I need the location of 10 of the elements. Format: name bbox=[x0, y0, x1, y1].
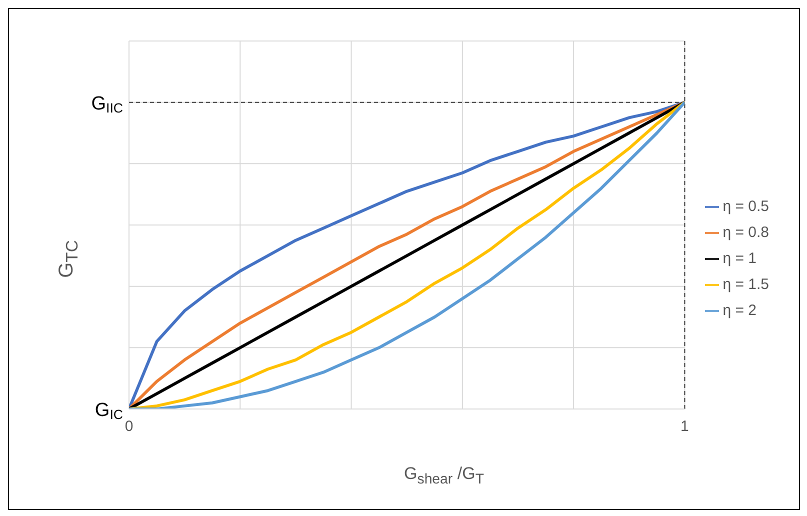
legend-label: η = 1 bbox=[722, 250, 756, 267]
x-tick-label: 0 bbox=[124, 418, 134, 435]
x-axis-title: G$_{shear}$ /G$_{T}$ bbox=[403, 464, 485, 488]
annotation: G$_{IC}$ bbox=[94, 400, 124, 422]
x-tick-label: 1 bbox=[680, 418, 689, 435]
legend-label: η = 2 bbox=[722, 302, 756, 319]
legend-label: η = 0.8 bbox=[722, 224, 769, 241]
legend-label: η = 0.5 bbox=[722, 198, 769, 215]
legend-label: η = 1.5 bbox=[722, 276, 769, 293]
ref-line-label: G$_{IIC}$ bbox=[91, 93, 124, 116]
